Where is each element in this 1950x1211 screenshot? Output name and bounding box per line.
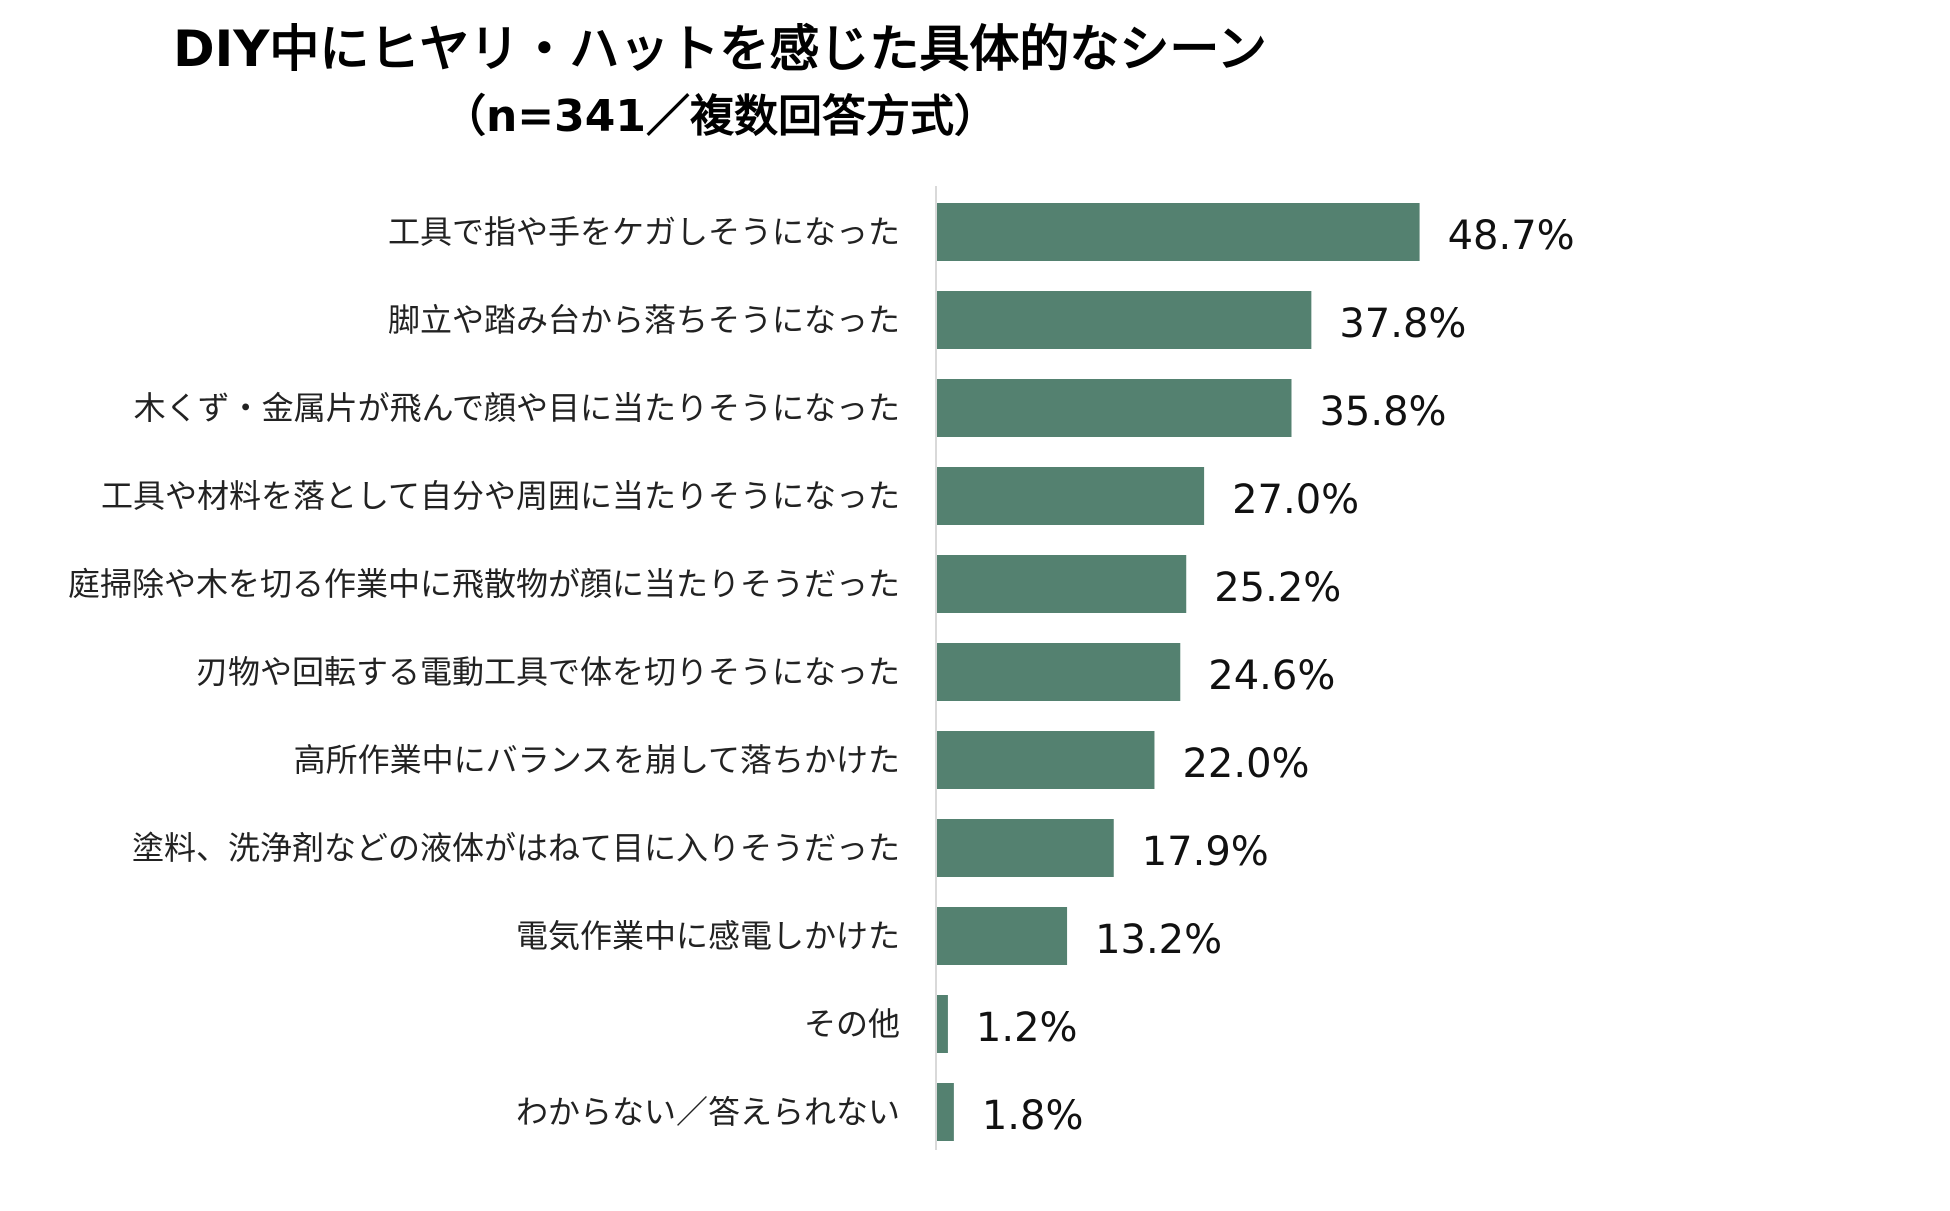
- bar: [936, 555, 1187, 613]
- data-label: 1.8%: [982, 1093, 1084, 1139]
- category-label: 工具で指や手をケガしそうになった: [388, 213, 900, 251]
- category-label: 塗料、洗浄剤などの液体がはねて目に入りそうだった: [132, 829, 900, 867]
- chart-subtitle: （n=341／複数回答方式）: [441, 91, 999, 142]
- data-label: 37.8%: [1339, 301, 1466, 347]
- category-label: わからない／答えられない: [516, 1093, 900, 1131]
- bar: [936, 819, 1114, 877]
- bar: [936, 1083, 954, 1141]
- category-label: 刃物や回転する電動工具で体を切りそうになった: [196, 653, 900, 691]
- category-label: 木くず・金属片が飛んで顔や目に当たりそうになった: [134, 389, 900, 427]
- category-label: その他: [804, 1005, 900, 1043]
- data-label: 25.2%: [1214, 565, 1341, 611]
- bar: [936, 643, 1181, 701]
- category-label: 電気作業中に感電しかけた: [516, 917, 900, 955]
- bar: [936, 379, 1292, 437]
- bar: [936, 467, 1205, 525]
- bar: [936, 291, 1312, 349]
- category-label: 工具や材料を落として自分や周囲に当たりそうになった: [101, 477, 900, 515]
- data-label: 13.2%: [1095, 917, 1222, 963]
- data-label: 22.0%: [1182, 741, 1309, 787]
- data-label: 24.6%: [1208, 653, 1335, 699]
- bar: [936, 995, 948, 1053]
- category-label: 高所作業中にバランスを崩して落ちかけた: [294, 741, 900, 779]
- data-label: 35.8%: [1319, 389, 1446, 435]
- bar: [936, 203, 1420, 261]
- bar: [936, 731, 1155, 789]
- data-label: 48.7%: [1448, 213, 1575, 259]
- data-label: 1.2%: [976, 1005, 1078, 1051]
- bar: [936, 907, 1068, 965]
- bars-layer: 工具で指や手をケガしそうになった 48.7% 脚立や踏み台から落ちそうになった 37.…: [68, 203, 1575, 1141]
- data-label: 17.9%: [1142, 829, 1269, 875]
- chart-title: DIY中にヒヤリ・ハットを感じた具体的なシーン: [173, 20, 1267, 78]
- category-label: 脚立や踏み台から落ちそうになった: [388, 301, 900, 339]
- data-label: 27.0%: [1232, 477, 1359, 523]
- category-label: 庭掃除や木を切る作業中に飛散物が顔に当たりそうだった: [68, 565, 900, 603]
